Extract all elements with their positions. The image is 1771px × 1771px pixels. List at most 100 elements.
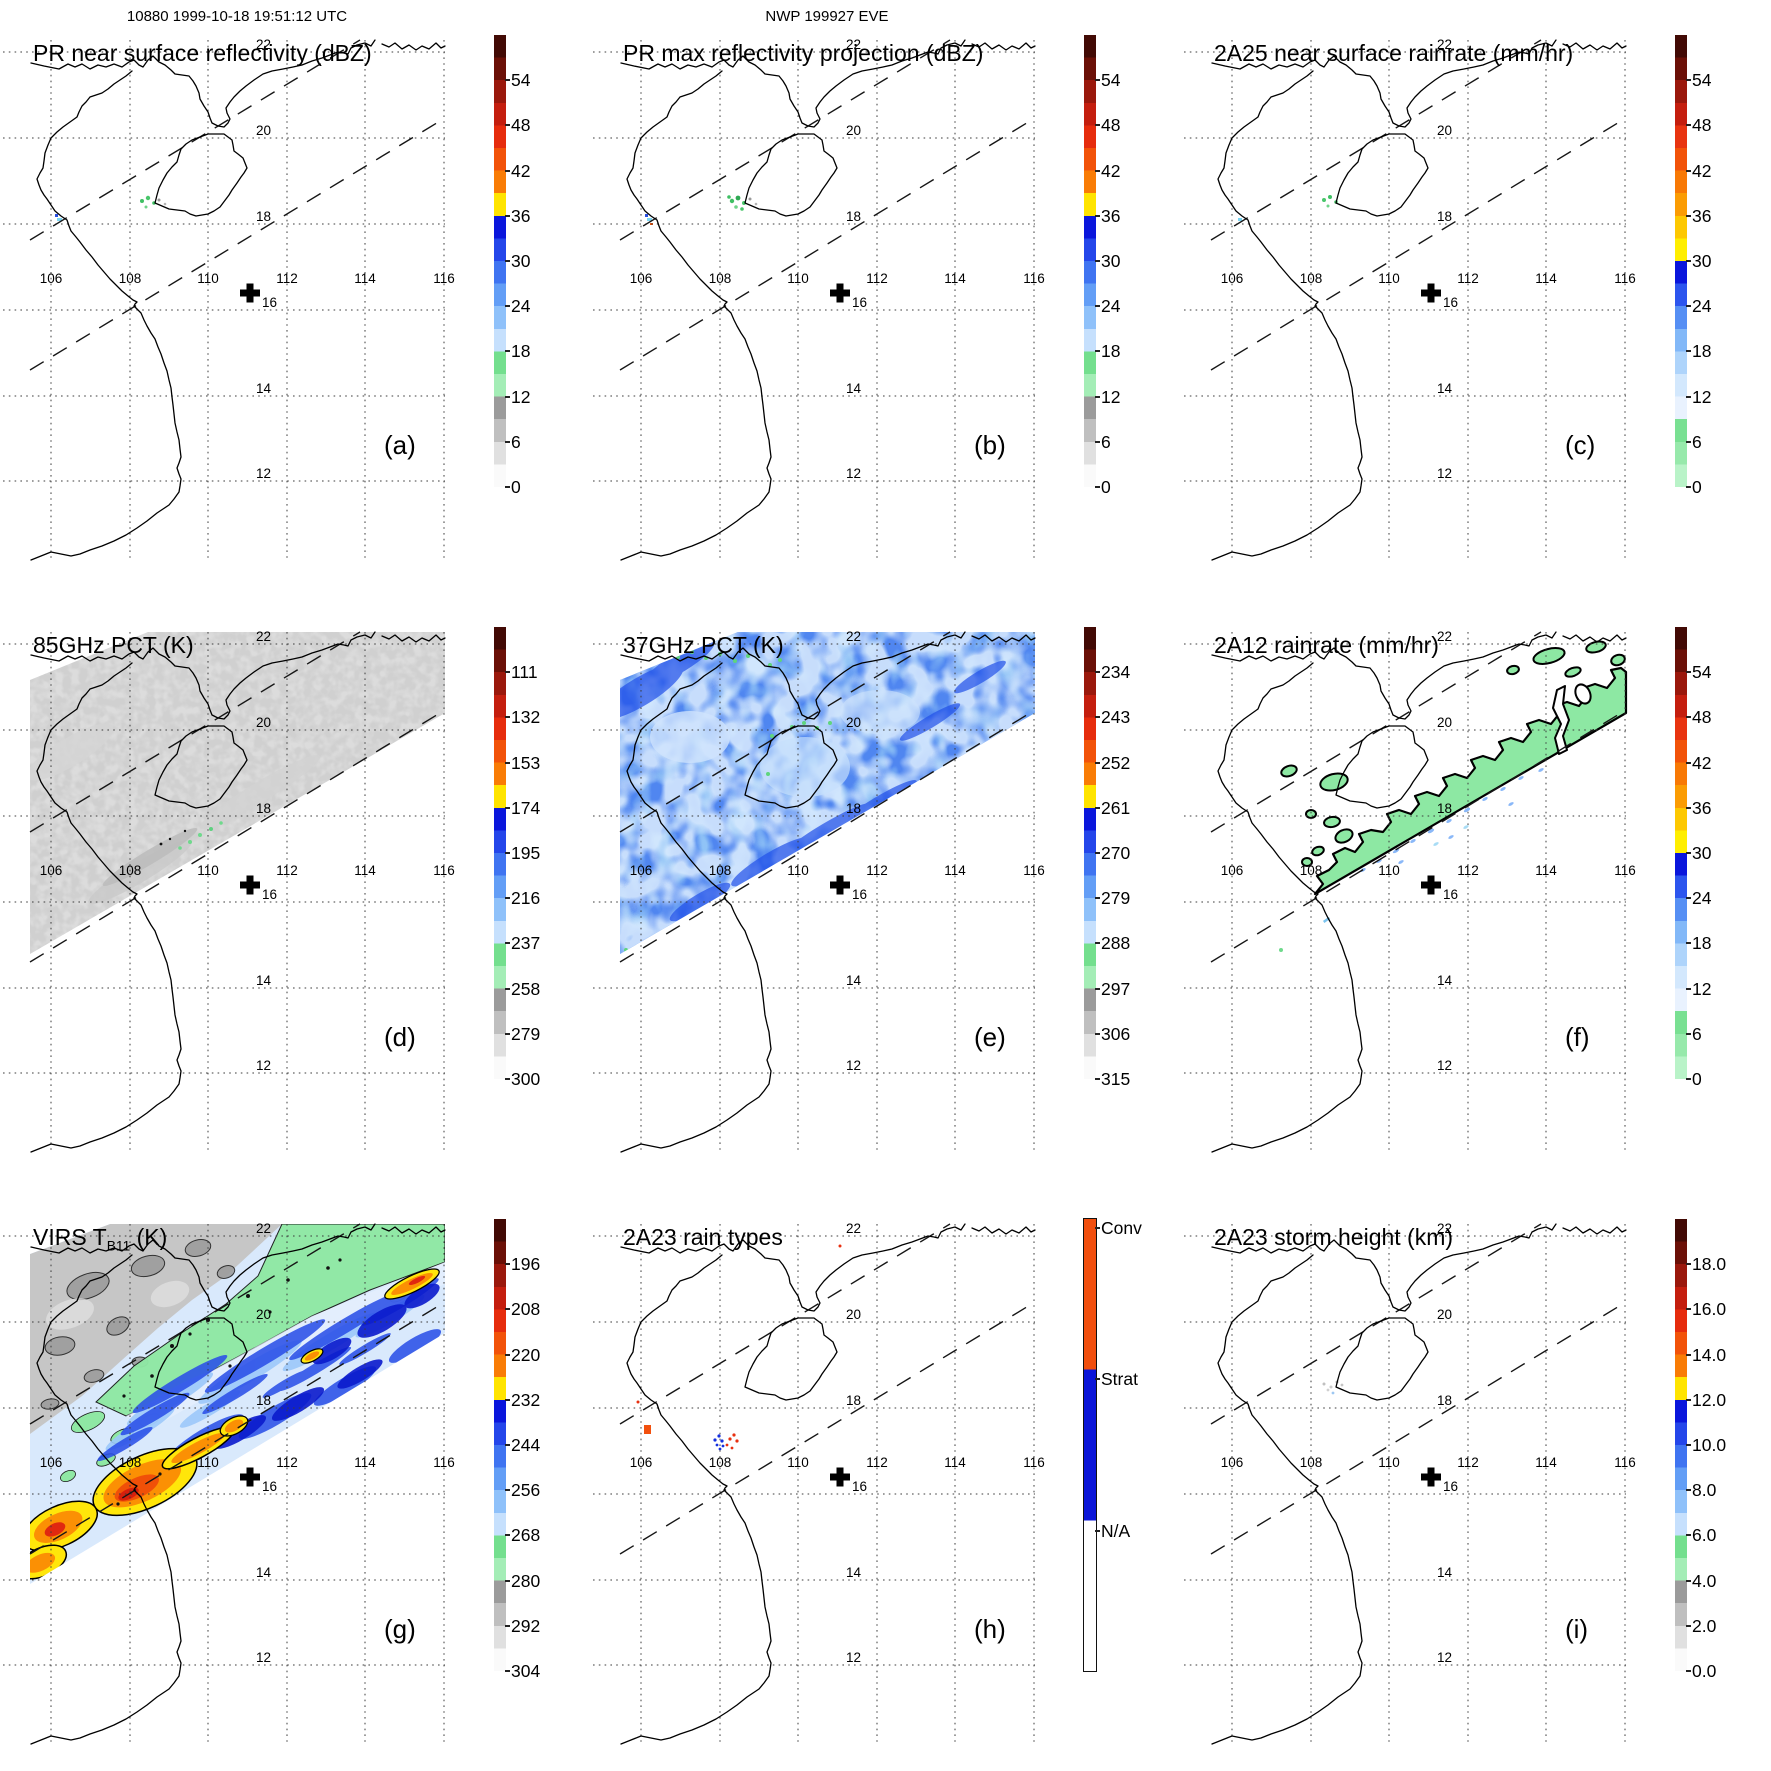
map-c: 106 108 110 112 114 116 22 20 18 16 14 12: [1183, 37, 1636, 561]
colorbar-tick: 2.0: [1685, 1615, 1717, 1636]
lon-label: 112: [276, 271, 298, 286]
light-rain-specks: [1360, 768, 1544, 872]
lat-label: 22: [256, 37, 272, 52]
lon-label: 108: [118, 1455, 142, 1470]
map-b: 106 108 110 112 114 116 22 20 18 16 14 12: [592, 37, 1045, 561]
colorbar-tick: Strat: [1095, 1369, 1138, 1390]
lon-label: 114: [944, 271, 966, 286]
colorbar-tick: 54: [1094, 70, 1121, 91]
lat-label: 18: [846, 801, 862, 816]
colorbar-raintype: Conv Strat N/A: [1083, 1218, 1142, 1672]
colorbar-tick: 280: [504, 1570, 541, 1591]
colorbar-tick: 270: [1094, 843, 1131, 863]
panel-a: PR near surface reflectivity (dBZ) 106 10…: [0, 0, 590, 592]
panel-letter: (b): [974, 430, 1006, 460]
lat-label: 12: [846, 1650, 862, 1665]
colorbar-tick: 16.0: [1685, 1299, 1727, 1320]
lat-label: 16: [1443, 1479, 1459, 1494]
colorbar-tick: 48: [504, 115, 531, 136]
lat-label: 14: [846, 1565, 862, 1580]
lon-label: 114: [354, 271, 376, 286]
panel-title: PR near surface reflectivity (dBZ): [33, 40, 372, 66]
lat-label: 16: [262, 1479, 278, 1494]
lon-label: 112: [1457, 863, 1479, 878]
colorbar-tick: 42: [1685, 752, 1712, 773]
lon-label: 116: [433, 863, 455, 878]
colorbar-tick: 54: [1685, 70, 1712, 91]
lat-label: 22: [1437, 1221, 1453, 1236]
lon-label: 110: [197, 1455, 219, 1470]
panel-title: PR max reflectivity projection (dBZ): [623, 40, 984, 66]
lon-label: 116: [1614, 863, 1636, 878]
colorbar-tick: N/A: [1094, 1520, 1131, 1541]
colorbar-tick: 30: [1685, 843, 1712, 863]
header-product-id: NWP 199927 EVE: [765, 8, 889, 25]
panel-title: 37GHz PCT (K): [623, 632, 784, 658]
lat-label: 20: [1437, 123, 1453, 138]
lat-label: 16: [852, 1479, 868, 1494]
colorbar-tick: 288: [1094, 933, 1131, 954]
colorbar-tick: 252: [1094, 752, 1131, 773]
colorbar-tick: Conv: [1095, 1218, 1142, 1239]
colorbar-tick: 6: [1686, 431, 1702, 452]
lon-label: 116: [1023, 1455, 1045, 1470]
lon-label: 110: [787, 271, 809, 286]
lat-label: 20: [256, 123, 272, 138]
lon-label: 110: [197, 863, 219, 878]
colorbar-tick: 30: [1685, 251, 1712, 271]
lon-label: 112: [276, 863, 298, 878]
echo-specks: [55, 195, 167, 221]
colorbar-tick: 24: [1094, 296, 1121, 317]
colorbar-tick: 297: [1094, 978, 1131, 999]
lat-label: 18: [1437, 209, 1453, 224]
colorbar-tick: 54: [1685, 662, 1712, 683]
map-g: 106 108 110 112 114 116 22 20 18 16 14 12: [2, 1221, 455, 1745]
colorbar-tick: 195: [504, 843, 541, 863]
lat-label: 14: [846, 973, 862, 988]
lat-label: 14: [1437, 381, 1453, 396]
colorbar-tick: 6: [1095, 431, 1111, 452]
colorbar-tick: 36: [1685, 797, 1712, 818]
map-a: 106 108 110 112 114 116 22 20 18 16 14 12: [2, 37, 455, 561]
colorbar-tick: 174: [504, 797, 541, 818]
lon-label: 114: [944, 863, 966, 878]
colorbar-tick: 244: [504, 1435, 541, 1455]
lat-label: 22: [256, 629, 272, 644]
lat-label: 12: [256, 1650, 272, 1665]
colorbar-tb11: 196 208 220 232 244 256 268 280 292 304: [494, 1219, 540, 1681]
deep-blue-patches: [213, 1283, 440, 1449]
lat-label: 20: [846, 715, 862, 730]
map-h: 106 108 110 112 114 116 22 20 18 16 14 12: [592, 1221, 1045, 1745]
panel-title: VIRS TB11 (K): [33, 1224, 168, 1254]
colorbar-tick: 132: [504, 707, 541, 728]
lat-label: 20: [846, 1307, 862, 1322]
lon-label: 112: [866, 271, 888, 286]
panel-h: 2A23 rain types 106 108 110 112 11: [590, 1184, 1180, 1771]
colorbar-tick: 304: [504, 1661, 541, 1681]
colorbar-pct85: 111 132 153 174 195 216 237 258 279 300: [494, 627, 540, 1089]
lon-label: 106: [39, 863, 63, 878]
cold-pixel-specks: [116, 1258, 342, 1506]
colorbar-tick: 0: [1686, 1069, 1702, 1089]
panel-letter: (a): [384, 430, 416, 460]
colorbar-tick: 292: [504, 1615, 541, 1636]
lat-label: 12: [1437, 466, 1453, 481]
lat-label: 18: [1437, 801, 1453, 816]
panel-d: 85GHz PCT (K): [0, 592, 590, 1184]
lon-label: 116: [1614, 271, 1636, 286]
lat-label: 22: [1437, 629, 1453, 644]
map-f: 106 108 110 112 114 116 22 20 18 16 14 12: [1183, 629, 1636, 1153]
lon-label: 108: [118, 271, 142, 286]
lon-label: 116: [1023, 271, 1045, 286]
colorbar-tick: 36: [1685, 205, 1712, 226]
lon-label: 110: [787, 863, 809, 878]
lat-label: 16: [852, 295, 868, 310]
colorbar-tick: 12: [1094, 386, 1121, 407]
colorbar-tick: 18: [1094, 341, 1121, 362]
colorbar-tick: 18.0: [1685, 1254, 1727, 1275]
panel-letter: (c): [1565, 430, 1596, 460]
colorbar-tick: 42: [504, 160, 531, 181]
colorbar-tick: 237: [504, 933, 541, 954]
panel-c: 2A25 near surface rainrate (mm/hr) 106 10…: [1181, 0, 1771, 592]
lon-label: 110: [787, 1455, 809, 1470]
